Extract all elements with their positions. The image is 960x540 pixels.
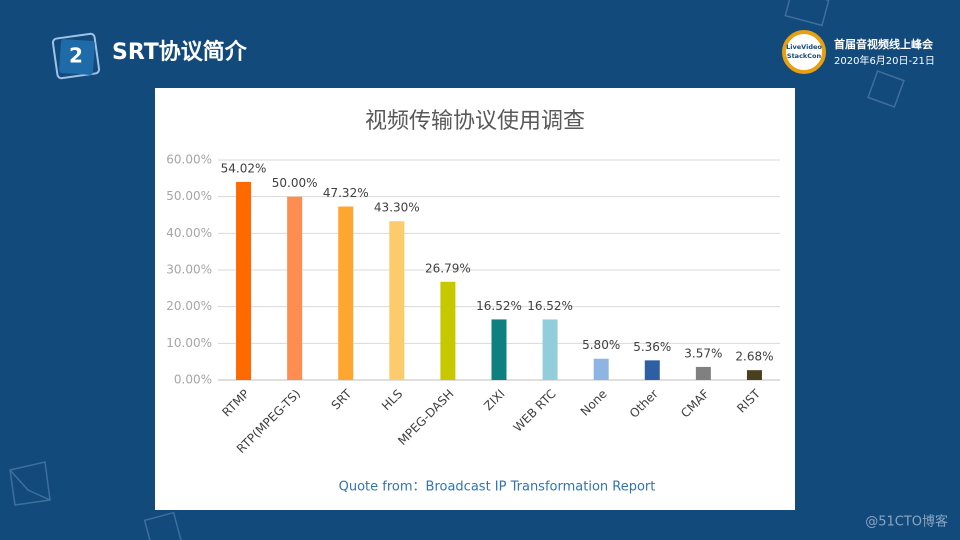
bar: [236, 181, 252, 380]
logo-text: StackCon: [787, 52, 822, 60]
logo-text: LiveVideo: [786, 43, 822, 51]
value-label: 2.68%: [735, 350, 773, 364]
bar: [695, 366, 711, 380]
chart-note: Quote from：Broadcast IP Transformation R…: [339, 480, 656, 495]
slide-title: SRT协议简介: [112, 39, 248, 65]
value-label: 54.02%: [221, 161, 267, 175]
value-label: 5.80%: [582, 338, 620, 352]
watermark: @51CTO博客: [865, 514, 948, 530]
bar: [440, 281, 456, 380]
y-tick-label: 30.00%: [166, 263, 212, 277]
decor: [9, 0, 905, 540]
bar: [746, 370, 762, 380]
value-label: 26.79%: [425, 261, 471, 275]
event-date: 2020年6月20日-21日: [834, 54, 935, 67]
value-label: 43.30%: [374, 201, 420, 215]
value-label: 16.52%: [527, 299, 573, 313]
y-tick-label: 10.00%: [166, 336, 212, 350]
value-label: 5.36%: [633, 340, 671, 354]
bar: [644, 360, 660, 380]
y-tick-label: 60.00%: [166, 153, 212, 167]
value-label: 3.57%: [684, 346, 722, 360]
y-tick-label: 50.00%: [166, 189, 212, 203]
event-name: 首届音视频线上峰会: [834, 37, 934, 51]
y-tick-label: 40.00%: [166, 226, 212, 240]
chart-title: 视频传输协议使用调查: [365, 109, 585, 134]
chart-panel: [155, 88, 795, 510]
bar: [389, 221, 405, 380]
logo: LiveVideo StackCon 首届音视频线上峰会 2020年6月20日-…: [782, 30, 935, 74]
bar: [287, 196, 303, 380]
slide-number-badge: 2: [51, 32, 101, 80]
bar: [338, 206, 354, 380]
value-label: 16.52%: [476, 299, 522, 313]
value-label: 50.00%: [272, 176, 318, 190]
value-label: 47.32%: [323, 186, 369, 200]
y-tick-label: 20.00%: [166, 299, 212, 313]
bar: [593, 358, 609, 380]
y-tick-label: 0.00%: [174, 373, 212, 387]
slide-number: 2: [69, 44, 83, 68]
bar: [491, 319, 507, 380]
bar: [542, 319, 558, 380]
